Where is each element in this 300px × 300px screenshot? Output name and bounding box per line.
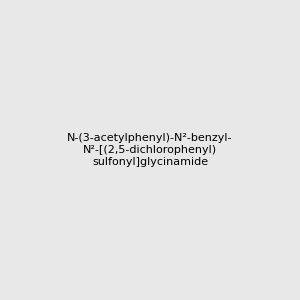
- Text: N-(3-acetylphenyl)-N²-benzyl-
N²-[(2,5-dichlorophenyl)
sulfonyl]glycinamide: N-(3-acetylphenyl)-N²-benzyl- N²-[(2,5-d…: [67, 134, 233, 166]
